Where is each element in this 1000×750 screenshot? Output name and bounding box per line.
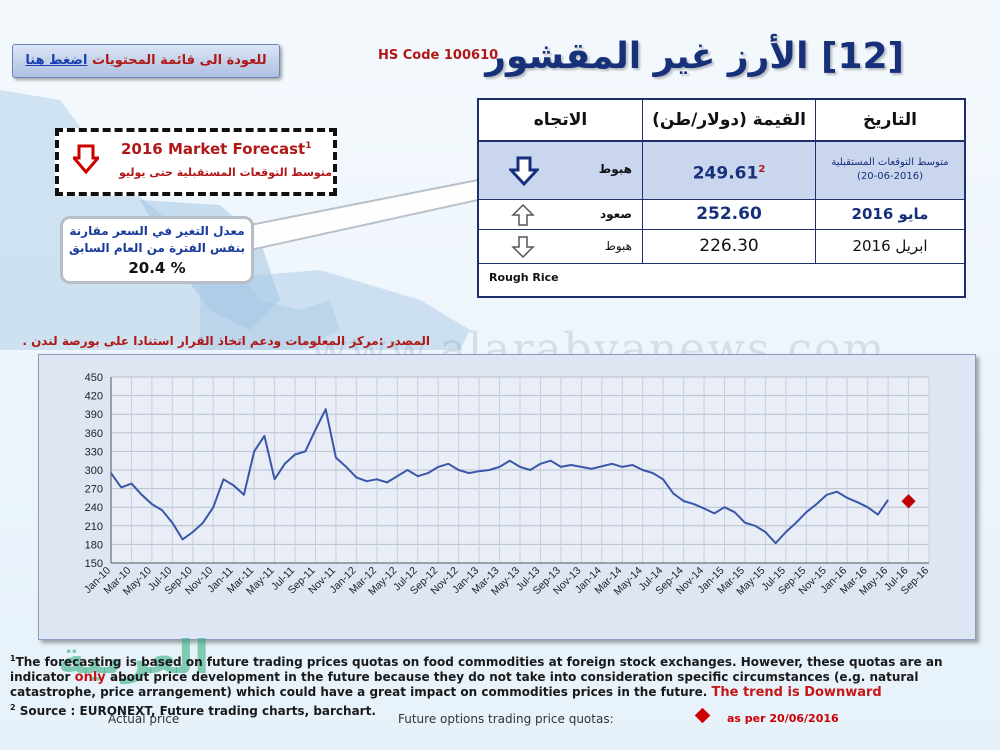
y-tick-label: 420	[85, 391, 103, 403]
direction-label: هبوط	[598, 162, 632, 176]
header-date: التاريخ	[863, 110, 917, 130]
y-tick-label: 450	[85, 372, 103, 384]
y-tick-label: 300	[85, 465, 103, 477]
forecast-box: 2016 Market Forecast1 متوسط التوقعات الم…	[55, 128, 337, 196]
forecast-subtitle: متوسط التوقعات المستقبلية حتى يوليو	[119, 166, 333, 179]
table-row: هبوط 249.612 متوسط التوقعات المستقبلية (…	[479, 142, 964, 200]
footnotes: 1The forecasting is based on future trad…	[10, 651, 960, 719]
down-arrow-icon	[509, 156, 539, 186]
legend-actual: Actual price	[108, 712, 180, 726]
back-text: للعودة الى قائمة المحتويات	[91, 53, 267, 68]
legend-future: Future options trading price quotas:	[398, 712, 614, 726]
back-to-contents-button[interactable]: للعودة الى قائمة المحتويات اضغط هنا	[12, 44, 280, 78]
hs-code: HS Code 100610	[378, 48, 499, 63]
date-cell: مايو 2016	[851, 205, 929, 223]
date-cell: ابريل 2016	[852, 237, 928, 255]
back-link[interactable]: اضغط هنا	[25, 53, 88, 68]
value-cell: 252.60	[643, 200, 816, 229]
footnote-2: 2 Source : EURONEXT, Future trading char…	[10, 703, 376, 718]
price-table: الاتجاه القيمة (دولار/طن) التاريخ هبوط 2…	[477, 98, 966, 298]
table-row: صعود 252.60 مايو 2016	[479, 200, 964, 230]
actual-price-line	[110, 408, 889, 545]
header-direction: الاتجاه	[479, 100, 643, 140]
date-cell: متوسط التوقعات المستقبلية (20-06-2016)	[831, 157, 949, 182]
price-chart: 150 180 210 240 270 300 330 360 390 420 450 Jan-10 M…	[38, 354, 976, 640]
footnote-1: 1The forecasting is based on future trad…	[10, 654, 943, 700]
down-arrow-icon	[73, 144, 99, 174]
change-rate-box: معدل التغير في السعر مقارنة بنفس الفترة …	[60, 216, 254, 284]
y-tick-label: 390	[85, 409, 103, 421]
y-tick-label: 360	[85, 428, 103, 440]
value-cell: 249.612	[643, 142, 816, 199]
y-tick-label: 270	[85, 484, 103, 496]
direction-label: هبوط	[604, 239, 632, 253]
y-tick-label: 150	[85, 558, 103, 570]
header-value: القيمة (دولار/طن)	[643, 100, 816, 140]
table-note-row: Rough Rice	[479, 264, 964, 298]
up-arrow-icon	[511, 203, 535, 226]
y-tick-label: 240	[85, 502, 103, 514]
value-cell: 226.30	[643, 230, 816, 263]
logo: العربية	[58, 630, 210, 684]
table-header: الاتجاه القيمة (دولار/طن) التاريخ	[479, 100, 964, 142]
change-rate-value: 20.4 %	[128, 259, 186, 277]
y-tick-label: 210	[85, 521, 103, 533]
source-note: المصدر :مركز المعلومات ودعم اتخاذ القرار…	[22, 334, 430, 348]
price-chart-svg: 150180210240270300330360390420450Jan-10M…	[82, 372, 931, 598]
legend-as-per: as per 20/06/2016	[727, 712, 839, 725]
forecast-point	[901, 494, 916, 509]
table-row: هبوط 226.30 ابريل 2016	[479, 230, 964, 264]
forecast-title: 2016 Market Forecast1	[121, 140, 312, 158]
down-arrow-icon	[511, 236, 535, 259]
y-tick-label: 180	[85, 539, 103, 551]
direction-label: صعود	[599, 207, 632, 221]
change-rate-label: معدل التغير في السعر مقارنة بنفس الفترة …	[69, 224, 245, 255]
rough-rice-label: Rough Rice	[489, 271, 559, 284]
y-tick-label: 330	[85, 446, 103, 458]
page-title: [12] الأرز غير المقشور	[485, 36, 904, 77]
